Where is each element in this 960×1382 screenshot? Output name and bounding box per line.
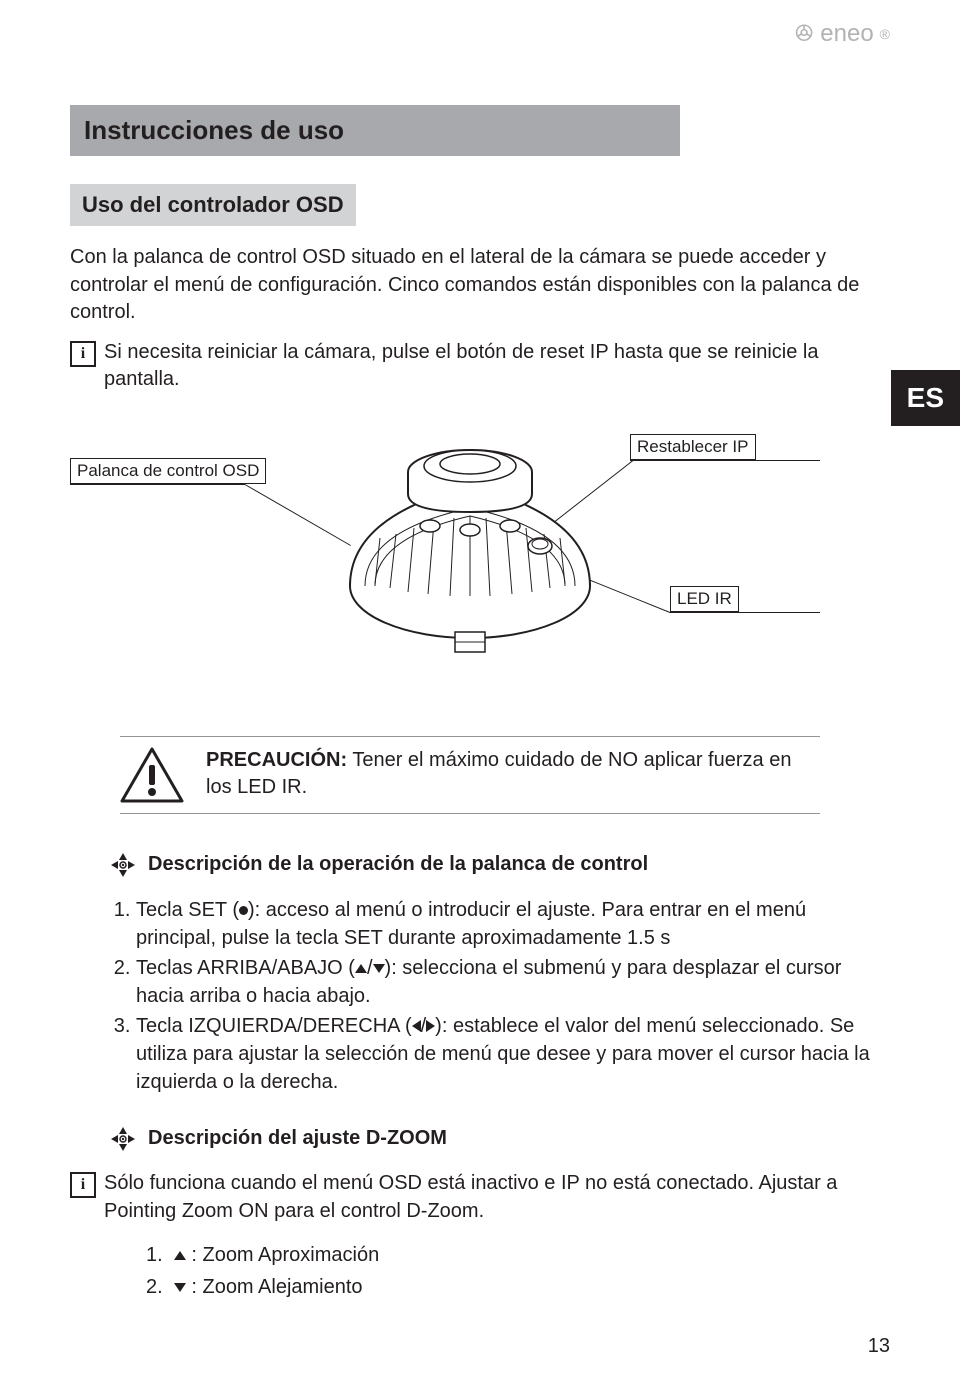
zoom-out-item: 2. : Zoom Alejamiento: [146, 1271, 890, 1303]
step-1: Tecla SET (): acceso al menú o introduci…: [136, 896, 890, 952]
section-heading-osd: Uso del controlador OSD: [70, 184, 356, 226]
dpad-icon: [110, 1126, 136, 1152]
callout-line: [70, 484, 245, 485]
intro-paragraph: Con la palanca de control OSD situado en…: [70, 244, 890, 327]
warning-triangle-icon: [120, 747, 184, 803]
callout-led-ir-label: LED IR: [670, 586, 739, 612]
callout-line: [670, 612, 820, 613]
dpad-icon: [110, 852, 136, 878]
operation-heading-text: Descripción de la operación de la palanc…: [148, 853, 648, 876]
info-note-reset: i Si necesita reiniciar la cámara, pulse…: [70, 339, 890, 394]
callout-osd-lever: Palanca de control OSD: [70, 458, 266, 484]
operation-steps-list: Tecla SET (): acceso al menú o introduci…: [110, 896, 890, 1096]
camera-diagram: Palanca de control OSD Restablecer IP LE…: [70, 416, 890, 706]
page-title: Instrucciones de uso: [70, 105, 680, 156]
zoom-list: 1. : Zoom Aproximación 2. : Zoom Alejami…: [146, 1239, 890, 1303]
brand-logo-block: ꔮ eneo®: [794, 18, 890, 50]
zoom-out-label: : Zoom Alejamiento: [191, 1276, 362, 1298]
dzoom-heading: Descripción del ajuste D-ZOOM: [110, 1126, 890, 1152]
caution-box: PRECAUCIÓN: Tener el máximo cuidado de N…: [120, 736, 820, 814]
brand-name: eneo: [820, 20, 873, 48]
dzoom-info-text: Sólo funciona cuando el menú OSD está in…: [104, 1170, 890, 1225]
callout-reset-ip-label: Restablecer IP: [630, 434, 756, 460]
caution-text: PRECAUCIÓN: Tener el máximo cuidado de N…: [206, 747, 808, 801]
brand-glyph-icon: ꔮ: [794, 18, 814, 50]
info-icon: i: [70, 341, 96, 367]
callout-reset-ip: Restablecer IP: [630, 434, 756, 460]
operation-heading: Descripción de la operación de la palanc…: [110, 852, 890, 878]
callout-led-ir: LED IR: [670, 586, 739, 612]
caution-lead: PRECAUCIÓN:: [206, 749, 347, 771]
info-note-text: Si necesita reiniciar la cámara, pulse e…: [104, 339, 890, 394]
zoom-in-label: : Zoom Aproximación: [191, 1244, 379, 1266]
page-number: 13: [868, 1335, 890, 1358]
language-tab: ES: [891, 370, 960, 426]
dzoom-info-note: i Sólo funciona cuando el menú OSD está …: [70, 1170, 890, 1225]
info-icon: i: [70, 1172, 96, 1198]
camera-illustration-icon: [330, 416, 610, 686]
callout-osd-lever-label: Palanca de control OSD: [70, 458, 266, 484]
step-2: Teclas ARRIBA/ABAJO (/): selecciona el s…: [136, 954, 890, 1010]
step-3: Tecla IZQUIERDA/DERECHA (/): establece e…: [136, 1012, 890, 1096]
dzoom-heading-text: Descripción del ajuste D-ZOOM: [148, 1127, 447, 1150]
callout-line: [630, 460, 820, 461]
zoom-in-item: 1. : Zoom Aproximación: [146, 1239, 890, 1271]
